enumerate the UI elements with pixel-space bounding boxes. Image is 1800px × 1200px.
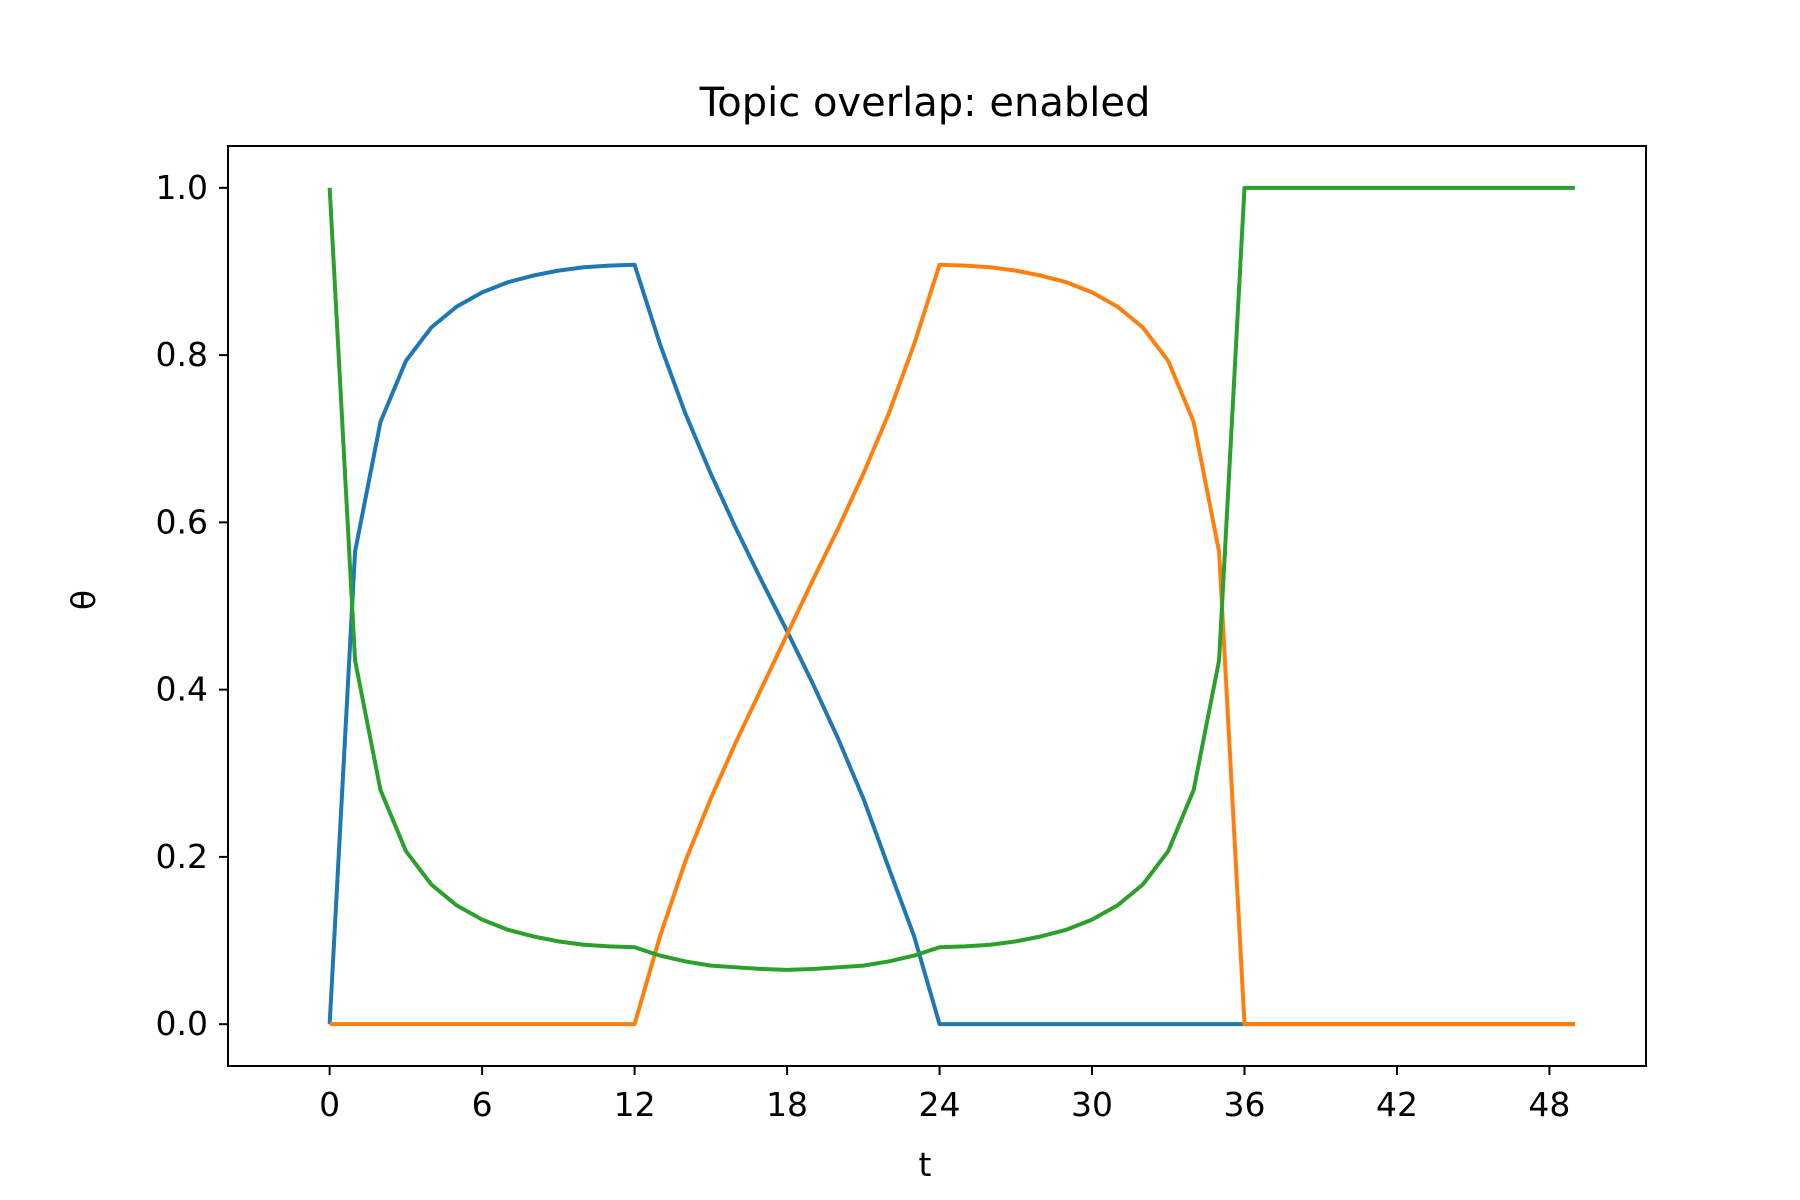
x-tick-label-8: 48 [1528,1085,1570,1124]
chart-title: Topic overlap: enabled [699,80,1151,126]
axes-layer: 0 6 12 18 24 30 36 42 48 0.0 0.2 0.4 0.6 0.8 1.0 [156,145,1647,1124]
plot-background-layer [228,146,1646,1066]
y-tick-label-1: 0.2 [156,837,208,876]
y-tick-label-5: 1.0 [156,168,208,207]
x-tick-label-4: 24 [919,1085,961,1124]
series-layer [327,185,1575,1027]
x-tick-label-7: 42 [1376,1085,1418,1124]
y-axis-label: θ [64,590,103,610]
y-tick-label-3: 0.6 [156,502,208,541]
y-tick-label-4: 0.8 [156,335,208,374]
y-tick-label-0: 0.0 [156,1004,208,1043]
x-tick-label-2: 12 [614,1085,656,1124]
series-line-2 [329,262,1575,1027]
x-tick-label-6: 36 [1223,1085,1265,1124]
x-tick-label-1: 6 [472,1085,493,1124]
plot-frame [227,145,1647,1067]
series-line-3 [327,185,1575,972]
x-tick-label-3: 18 [766,1085,808,1124]
x-axis-label: t [919,1145,932,1184]
x-tick-label-0: 0 [319,1085,340,1124]
plot-area [228,146,1646,1066]
x-tick-label-5: 30 [1071,1085,1113,1124]
y-tick-label-2: 0.4 [156,670,208,709]
